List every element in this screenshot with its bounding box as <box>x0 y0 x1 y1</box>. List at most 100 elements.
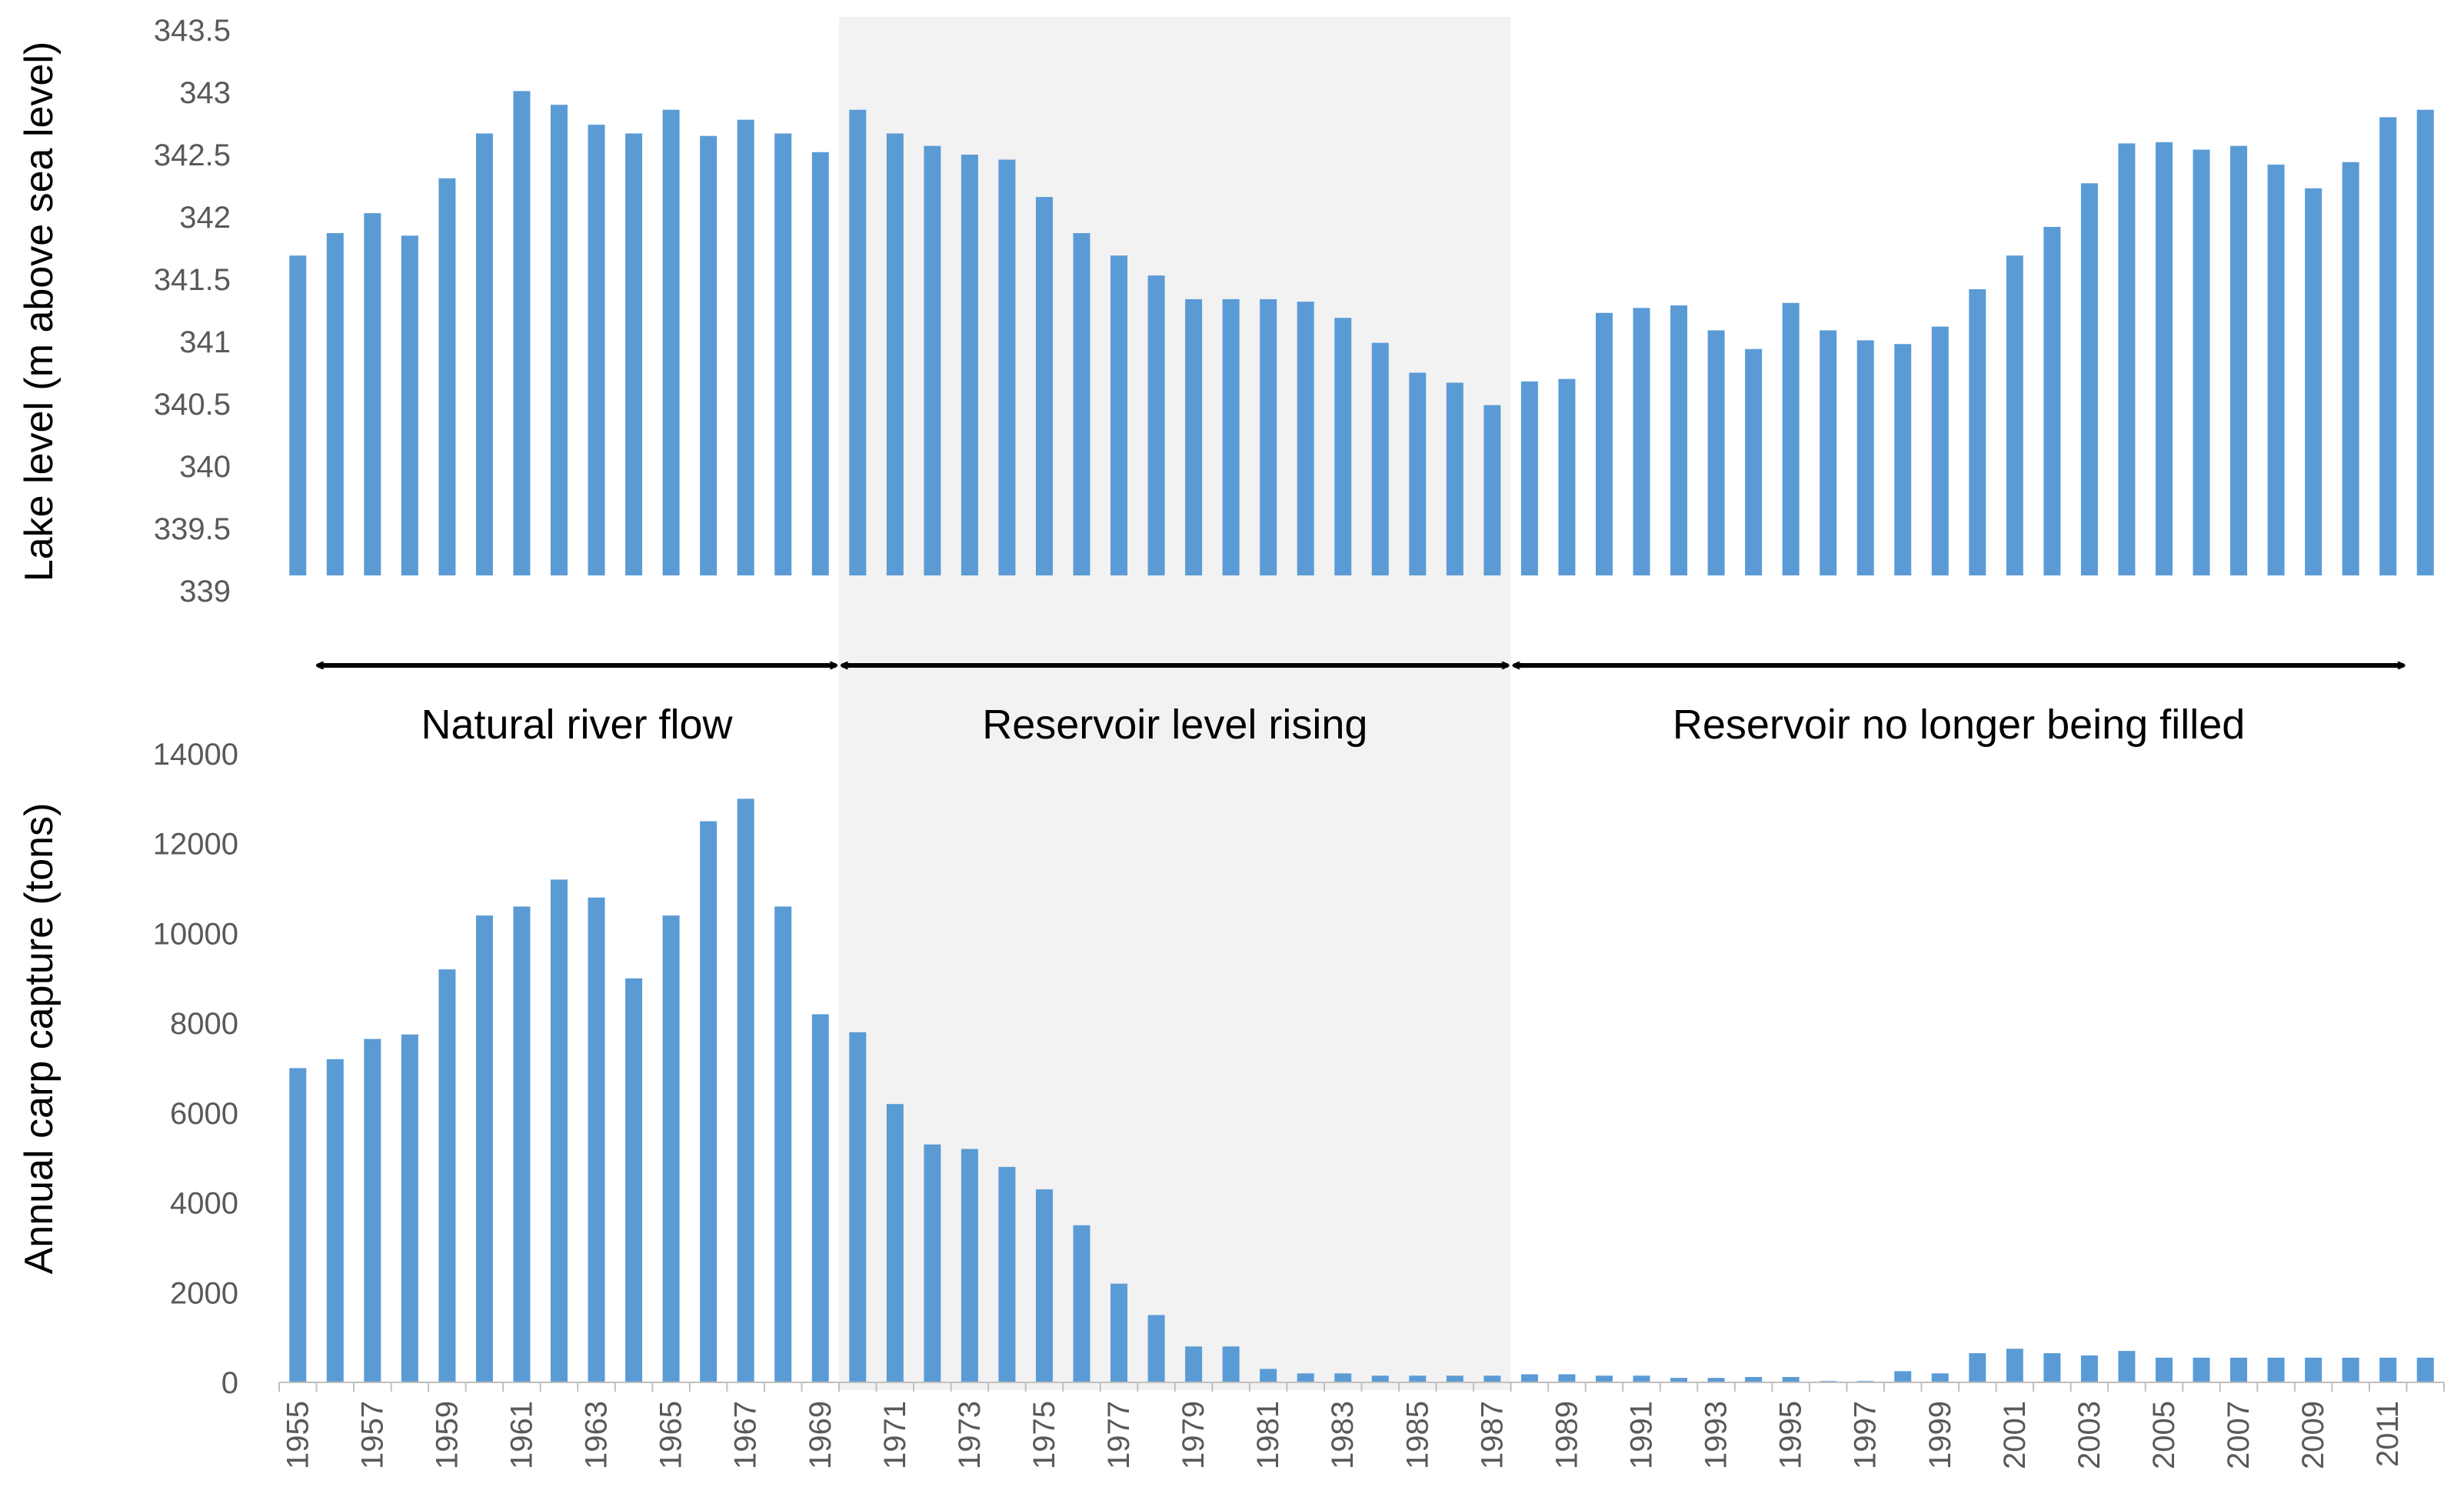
carp-capture-y-ticks: 0 2000 4000 6000 8000 10000 12000 14000 <box>153 738 238 1400</box>
carp-capture-bar <box>475 915 493 1382</box>
carp-capture-tick-label: 2000 <box>170 1276 238 1310</box>
lake-level-bar <box>1147 275 1165 575</box>
lake-level-bar <box>1633 308 1650 575</box>
year-tick-label: 1971 <box>878 1401 912 1469</box>
year-tick-label: 1975 <box>1027 1401 1061 1469</box>
lake-level-bar <box>475 133 493 575</box>
lake-level-bar <box>774 133 792 575</box>
carp-capture-tick-label: 6000 <box>170 1097 238 1131</box>
carp-capture-bar <box>1633 1375 1650 1382</box>
carp-capture-bar <box>438 969 456 1382</box>
lake-level-y-ticks: 339 339.5 340 340.5 341 341.5 342 342.5 343 343.5 <box>154 14 231 608</box>
phase-label-reservoir-no-longer-filled: Reservoir no longer being filled <box>1673 702 2245 748</box>
year-tick-label: 1995 <box>1774 1401 1808 1469</box>
carp-capture-bar <box>588 897 605 1382</box>
year-tick-label: 1961 <box>504 1401 538 1469</box>
carp-capture-bar <box>1782 1376 1800 1382</box>
lake-level-bar <box>924 145 941 575</box>
lake-level-bar <box>513 91 531 575</box>
lake-level-bar <box>1297 302 1314 575</box>
lake-level-bar <box>1595 312 1613 575</box>
carp-capture-bar <box>1147 1315 1165 1382</box>
year-tick-label: 1989 <box>1550 1401 1583 1469</box>
year-tick-label: 1979 <box>1177 1401 1210 1469</box>
carp-capture-bar <box>2043 1353 2061 1382</box>
year-tick-label: 2007 <box>2222 1401 2256 1469</box>
carp-capture-tick-label: 0 <box>221 1366 238 1400</box>
lake-level-tick-label: 340.5 <box>154 388 231 422</box>
lake-level-bar <box>2416 109 2434 575</box>
lake-level-tick-label: 339.5 <box>154 512 231 546</box>
carp-capture-bar <box>2080 1355 2098 1382</box>
carp-capture-bar <box>2267 1357 2285 1382</box>
year-tick-label: 1977 <box>1102 1401 1136 1469</box>
lake-level-bar <box>998 159 1016 576</box>
carp-capture-bar <box>289 1068 307 1382</box>
lake-level-tick-label: 341.5 <box>154 263 231 297</box>
carp-capture-bar <box>1222 1346 1240 1382</box>
lake-level-chart: Lake level (m above sea level) 339339.53… <box>17 14 2434 608</box>
year-tick-label: 1981 <box>1251 1401 1285 1469</box>
year-tick-label: 1985 <box>1400 1401 1434 1469</box>
carp-capture-bar <box>1558 1374 1576 1382</box>
carp-capture-bar <box>2006 1349 2023 1382</box>
lake-level-bar <box>1931 326 1949 575</box>
lake-level-bar <box>2342 162 2359 576</box>
lake-level-bar <box>2193 149 2210 575</box>
lake-level-bar <box>886 133 904 575</box>
carp-capture-bar <box>1969 1353 1986 1382</box>
lake-level-bar <box>1820 330 1837 575</box>
lake-level-bar <box>2006 255 2023 575</box>
carp-capture-bar <box>1185 1346 1203 1382</box>
year-tick-label: 1959 <box>430 1401 464 1469</box>
year-tick-label: 1973 <box>953 1401 987 1469</box>
lake-level-bar <box>1110 255 1128 575</box>
lake-level-tick-label: 343.5 <box>154 14 231 48</box>
lake-level-bar <box>438 178 456 575</box>
carp-capture-bar <box>1670 1378 1688 1382</box>
lake-level-bar <box>1483 405 1501 575</box>
carp-capture-bar <box>1073 1225 1090 1382</box>
carp-capture-bar <box>737 799 754 1382</box>
lake-level-bar <box>588 125 605 575</box>
lake-level-bar <box>1073 233 1090 575</box>
carp-capture-bar <box>1595 1375 1613 1382</box>
year-tick-label: 2009 <box>2296 1401 2330 1469</box>
lake-level-bar <box>401 235 418 575</box>
lake-level-bar <box>1260 298 1277 575</box>
carp-capture-bar <box>401 1034 418 1382</box>
carp-capture-bar <box>2342 1357 2359 1382</box>
carp-capture-bar <box>2230 1357 2248 1382</box>
carp-capture-bar <box>924 1144 941 1382</box>
lake-level-bar <box>1707 330 1725 575</box>
lake-level-tick-label: 341 <box>179 325 231 359</box>
carp-capture-bar <box>811 1014 829 1382</box>
lake-level-bar <box>2230 145 2248 575</box>
carp-capture-bar <box>774 906 792 1382</box>
lake-level-bar <box>2267 164 2285 575</box>
year-tick-label: 1991 <box>1625 1401 1659 1469</box>
carp-capture-tick-label: 14000 <box>153 738 238 772</box>
carp-capture-bar <box>1297 1373 1314 1382</box>
lake-level-bar <box>1520 381 1538 575</box>
phase-label-reservoir-level-rising: Reservoir level rising <box>982 702 1367 748</box>
lake-level-bar <box>1969 288 1986 575</box>
lake-level-bar <box>662 109 680 575</box>
carp-capture-bar <box>2416 1357 2434 1382</box>
lake-level-tick-label: 343 <box>179 76 231 110</box>
lake-level-bar <box>2043 226 2061 575</box>
carp-capture-bar <box>1334 1373 1352 1382</box>
carp-capture-bar <box>1035 1189 1053 1382</box>
lake-level-bar <box>1558 378 1576 575</box>
carp-capture-axis-label: Annual carp capture (tons) <box>17 803 62 1275</box>
year-tick-label: 1963 <box>580 1401 614 1469</box>
carp-capture-tick-label: 10000 <box>153 917 238 951</box>
carp-capture-bar <box>700 821 718 1382</box>
lake-level-axis-label: Lake level (m above sea level) <box>17 42 62 582</box>
carp-capture-bars <box>289 799 2434 1382</box>
lake-level-bar <box>1782 302 1800 575</box>
lake-level-bar <box>2118 143 2136 576</box>
carp-capture-chart: Annual carp capture (tons) 0 2000 4000 6000… <box>17 738 2445 1469</box>
year-tick-label: 1957 <box>355 1401 389 1469</box>
